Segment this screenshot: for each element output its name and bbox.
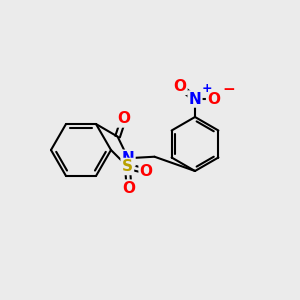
Text: N: N [122,151,134,166]
Text: O: O [117,112,130,127]
Text: S: S [122,159,133,174]
Text: O: O [173,79,187,94]
Text: −: − [222,82,235,97]
Text: N: N [189,92,201,106]
Text: +: + [202,82,212,94]
Text: O: O [140,164,153,178]
Text: O: O [122,181,136,196]
Text: O: O [207,92,220,106]
